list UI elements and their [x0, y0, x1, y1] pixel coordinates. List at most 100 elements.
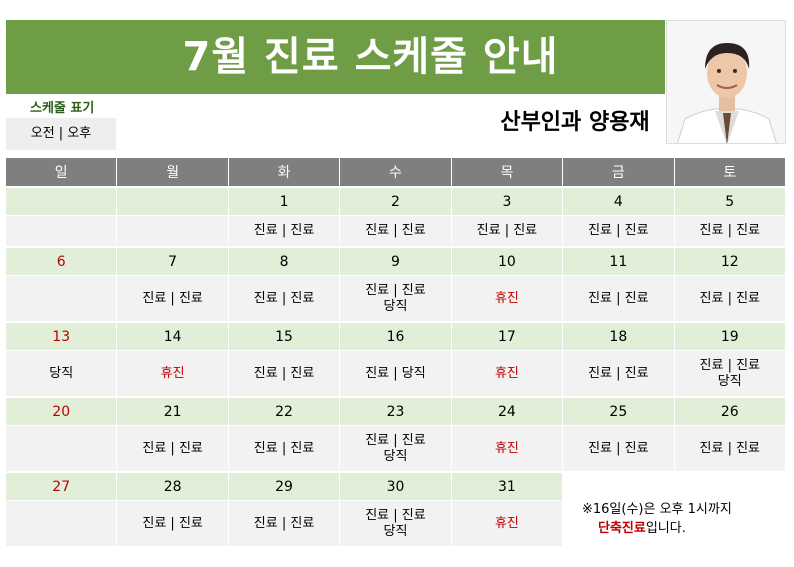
schedule-cell: 진료 | 진료: [674, 425, 786, 471]
schedule-cell: 진료 | 진료: [117, 275, 229, 321]
note-line-1: ※16일(수)은 오후 1시까지: [582, 502, 732, 517]
schedule-cell: 진료 | 진료 당직: [340, 275, 452, 321]
date-cell: 28: [117, 471, 229, 500]
closed-cell: 휴진: [451, 500, 564, 546]
weekday-header-row: 일 월 화 수 목 금 토: [6, 158, 786, 186]
date-cell: 8: [228, 246, 341, 275]
date-row: 27 28 29 30 31: [6, 471, 786, 500]
page-title: 7월 진료 스케줄 안내: [182, 34, 559, 80]
schedule-cell: [117, 215, 229, 246]
schedule-row: 진료 | 진료 진료 | 진료 진료 | 진료 당직 휴진: [6, 500, 786, 546]
date-cell-sunday: 13: [6, 321, 118, 350]
date-cell-sunday: 6: [6, 246, 118, 275]
schedule-text: 진료 | 진료: [365, 432, 426, 448]
weekday-wed: 수: [340, 158, 452, 186]
date-cell: 24: [451, 396, 564, 425]
date-cell: 22: [228, 396, 341, 425]
schedule-cell: 진료 | 진료: [340, 215, 452, 246]
date-cell-sunday: 20: [6, 396, 118, 425]
schedule-cell: 당직: [6, 350, 118, 396]
duty-text: 당직: [717, 373, 742, 389]
date-cell: 12: [674, 246, 786, 275]
schedule-cell: 진료 | 진료 당직: [340, 500, 452, 546]
schedule-row: 당직 휴진 진료 | 진료 진료 | 당직 휴진 진료 | 진료 진료 | 진료…: [6, 350, 786, 396]
date-cell: 16: [340, 321, 452, 350]
schedule-text: 진료 | 진료: [365, 282, 426, 298]
schedule-note: ※16일(수)은 오후 1시까지 단축진료입니다.: [582, 500, 782, 538]
date-cell: [6, 186, 118, 215]
doctor-portrait-icon: [667, 21, 785, 143]
schedule-cell: 진료 | 진료: [228, 275, 341, 321]
duty-text: 당직: [383, 298, 408, 314]
date-cell: 26: [674, 396, 786, 425]
schedule-text: 진료 | 진료: [699, 357, 761, 373]
schedule-cell: 진료 | 진료: [451, 215, 564, 246]
weekday-thu: 목: [451, 158, 564, 186]
date-cell-sunday: 27: [6, 471, 118, 500]
weekday-mon: 월: [117, 158, 229, 186]
schedule-cell: 진료 | 진료: [228, 425, 341, 471]
schedule-cell: 진료 | 진료 당직: [340, 425, 452, 471]
date-cell: 18: [563, 321, 675, 350]
date-cell: 2: [340, 186, 452, 215]
date-cell: 10: [451, 246, 564, 275]
closed-cell: 휴진: [451, 425, 564, 471]
date-row: 1 2 3 4 5: [6, 186, 786, 215]
date-row: 6 7 8 9 10 11 12: [6, 246, 786, 275]
schedule-row: 진료 | 진료 진료 | 진료 진료 | 진료 진료 | 진료 진료 | 진료: [6, 215, 786, 246]
duty-text: 당직: [383, 523, 408, 539]
date-cell: 25: [563, 396, 675, 425]
schedule-cell: 진료 | 진료: [563, 350, 675, 396]
title-banner: [6, 20, 665, 94]
schedule-cell: 진료 | 진료: [228, 215, 341, 246]
date-cell: 29: [228, 471, 341, 500]
legend-title: 스케줄 표기: [30, 101, 95, 116]
schedule-cell: 진료 | 진료: [117, 425, 229, 471]
date-cell: 23: [340, 396, 452, 425]
date-cell: 11: [563, 246, 675, 275]
empty-cell: [563, 500, 675, 546]
doctor-photo: [666, 20, 786, 144]
note-line-2: 단축진료입니다.: [582, 519, 782, 538]
legend-box: 오전 | 오후: [6, 118, 116, 150]
schedule-cell: 진료 | 진료: [228, 500, 341, 546]
date-cell: 14: [117, 321, 229, 350]
date-cell: 4: [563, 186, 675, 215]
schedule-cell: 진료 | 진료: [563, 215, 675, 246]
schedule-cell: 진료 | 진료: [563, 425, 675, 471]
weekday-sun: 일: [6, 158, 118, 186]
empty-cell: [674, 471, 786, 500]
schedule-cell: [6, 500, 118, 546]
date-cell: 9: [340, 246, 452, 275]
closed-cell: 휴진: [117, 350, 229, 396]
note-highlight: 단축진료: [598, 521, 646, 536]
date-cell: 7: [117, 246, 229, 275]
schedule-text: 진료 | 진료: [365, 507, 426, 523]
schedule-cell: [6, 425, 118, 471]
date-cell: 19: [674, 321, 786, 350]
weekday-fri: 금: [563, 158, 675, 186]
schedule-cell: 진료 | 진료: [674, 275, 786, 321]
date-cell: 30: [340, 471, 452, 500]
date-cell: 17: [451, 321, 564, 350]
schedule-cell: [6, 275, 118, 321]
schedule-cell: 진료 | 진료: [117, 500, 229, 546]
date-row: 13 14 15 16 17 18 19: [6, 321, 786, 350]
date-cell: [117, 186, 229, 215]
schedule-cell: 진료 | 진료: [228, 350, 341, 396]
schedule-cell: 진료 | 진료: [674, 215, 786, 246]
closed-cell: 휴진: [451, 350, 564, 396]
schedule-cell: [6, 215, 118, 246]
date-cell: 3: [451, 186, 564, 215]
empty-cell: [674, 500, 786, 546]
date-cell: 1: [228, 186, 341, 215]
schedule-cell: 진료 | 진료: [563, 275, 675, 321]
schedule-row: 진료 | 진료 진료 | 진료 진료 | 진료 당직 휴진 진료 | 진료 진료 …: [6, 425, 786, 471]
date-cell: 31: [451, 471, 564, 500]
date-cell: 5: [674, 186, 786, 215]
weekday-tue: 화: [228, 158, 341, 186]
duty-text: 당직: [383, 448, 408, 464]
empty-cell: [563, 471, 675, 500]
doctor-name: 산부인과 양용재: [500, 110, 650, 135]
closed-cell: 휴진: [451, 275, 564, 321]
